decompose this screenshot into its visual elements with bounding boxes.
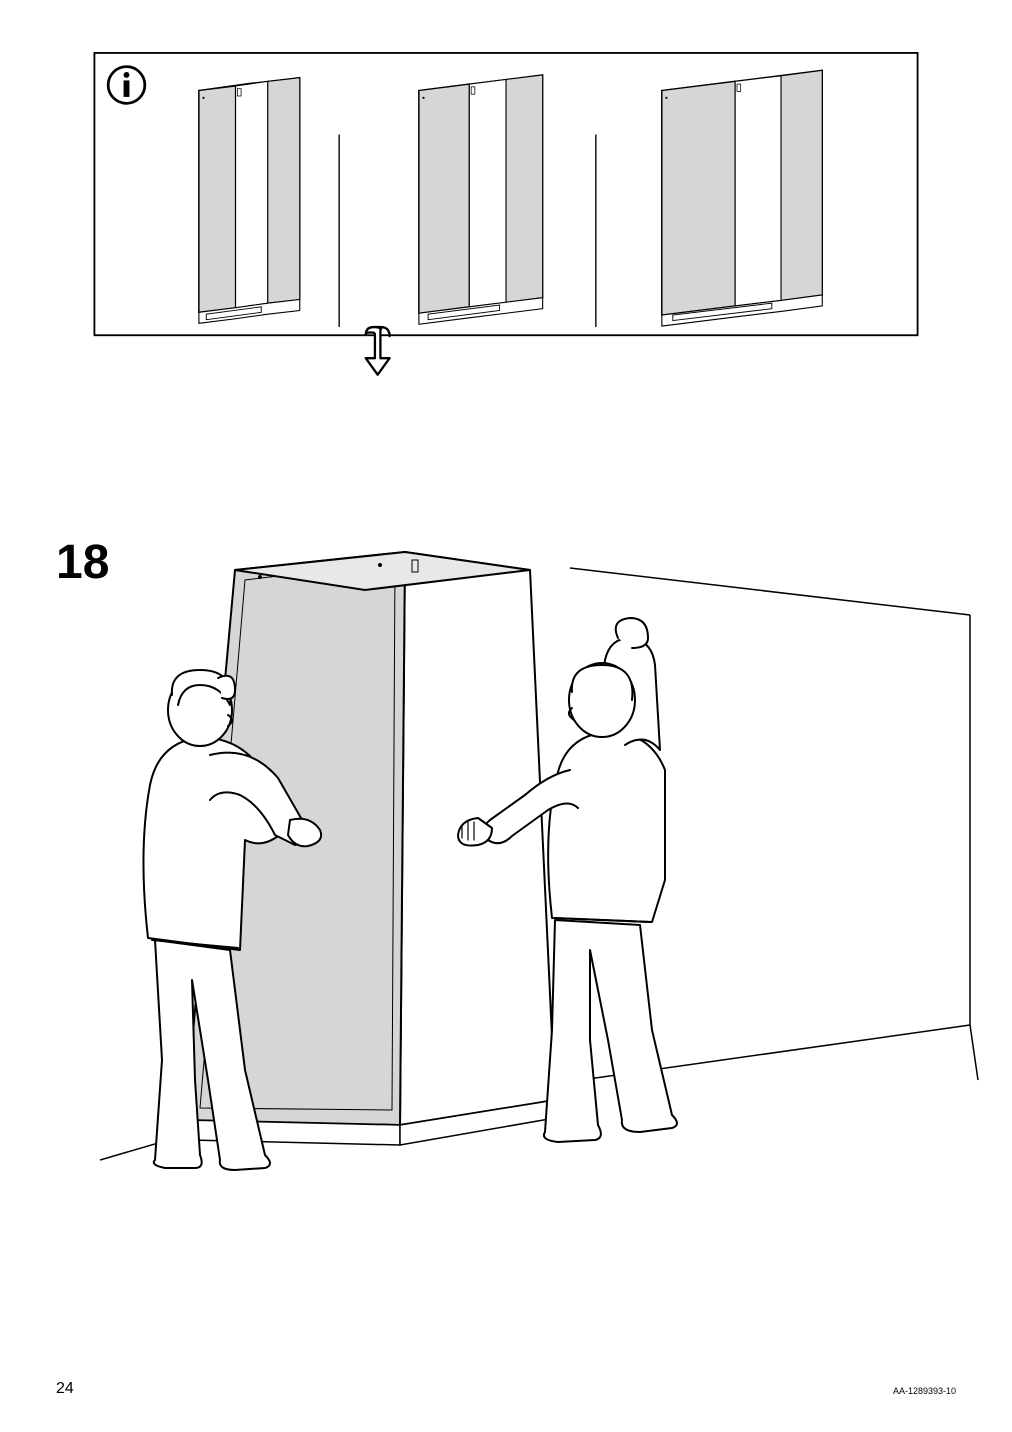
document-id: AA-1289393-10 <box>893 1386 956 1396</box>
cabinet-variant-1 <box>199 78 300 324</box>
page-number: 24 <box>56 1380 74 1398</box>
continuation-arrow-icon <box>366 327 390 375</box>
info-panel <box>56 52 956 382</box>
cabinet-variant-2 <box>419 75 543 324</box>
step-illustration <box>100 520 980 1220</box>
info-icon <box>108 67 145 104</box>
cabinet-variant-3 <box>662 70 822 326</box>
